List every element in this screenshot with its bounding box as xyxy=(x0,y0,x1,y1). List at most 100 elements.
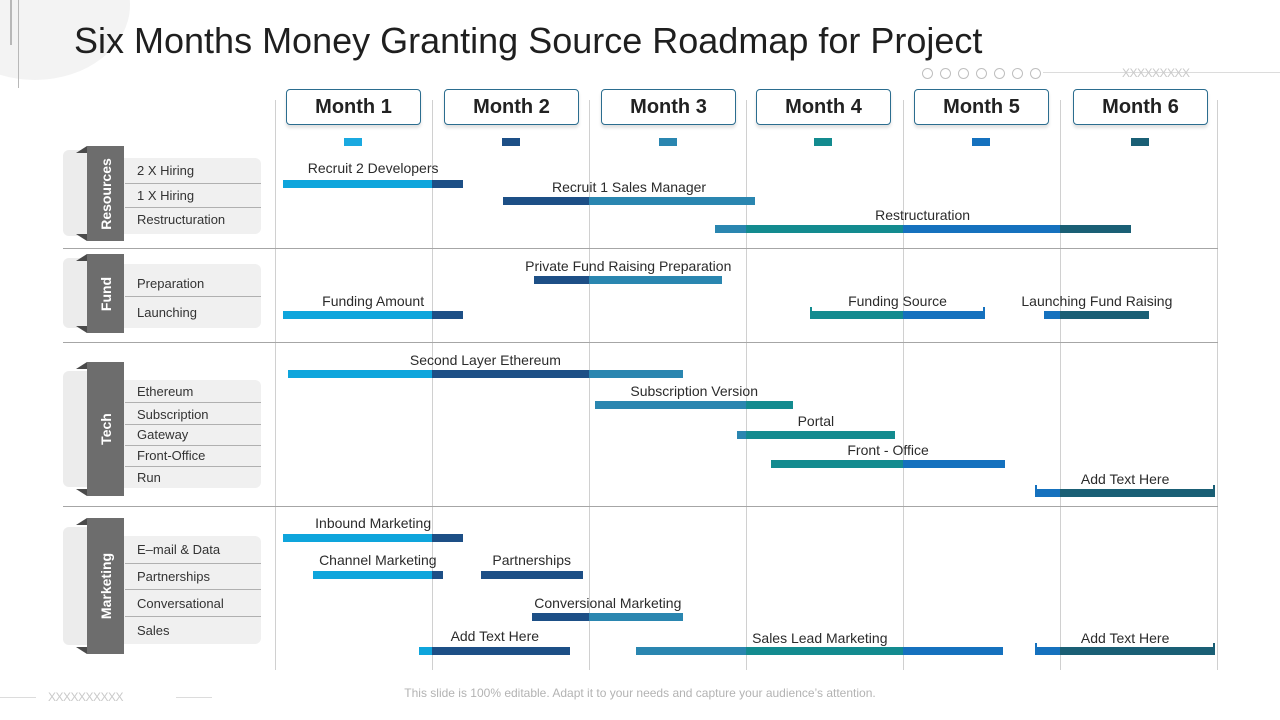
category-item: Restructuration xyxy=(137,212,226,227)
task-label: Restructuration xyxy=(875,207,971,223)
task-bar-segment xyxy=(810,311,903,319)
task-bar-segment xyxy=(1060,225,1131,233)
category-list-bg xyxy=(112,158,261,234)
task-bar-segment xyxy=(589,197,756,205)
fold-corner xyxy=(76,234,87,241)
item-divider xyxy=(125,563,261,564)
task-label: Subscription Version xyxy=(630,383,759,399)
task-bar-segment xyxy=(282,534,432,542)
month-marker xyxy=(1131,138,1149,146)
task-bar-segment xyxy=(432,311,464,319)
category-item: 2 X Hiring xyxy=(137,163,195,178)
task-bar-segment xyxy=(636,647,746,655)
corner-line xyxy=(10,0,12,45)
task-label: Channel Marketing xyxy=(319,552,437,568)
task-label: Conversional Marketing xyxy=(534,595,682,611)
month-marker xyxy=(344,138,362,146)
category-item: Launching xyxy=(137,305,197,320)
item-divider xyxy=(125,207,261,208)
category-item: 1 X Hiring xyxy=(137,188,195,203)
month-header: Month 5 xyxy=(914,89,1049,125)
task-bar-segment xyxy=(589,276,723,284)
task-bar-segment xyxy=(282,180,432,188)
grid-line xyxy=(432,100,433,670)
category-item: Sales xyxy=(137,623,170,638)
grid-line xyxy=(275,100,276,670)
fold-corner xyxy=(76,489,87,496)
category-item: Run xyxy=(137,470,161,485)
task-bar-segment xyxy=(534,276,589,284)
task-bar-segment xyxy=(746,647,903,655)
bar-end-bracket xyxy=(1034,485,1037,495)
month-marker xyxy=(814,138,832,146)
category-tab-resources: Resources xyxy=(87,146,124,241)
month-header: Month 3 xyxy=(601,89,736,125)
decorative-circles xyxy=(922,68,1041,79)
task-bar-segment xyxy=(480,571,583,579)
task-bar-segment xyxy=(1060,311,1150,319)
task-bar-segment xyxy=(746,225,903,233)
task-bar-segment xyxy=(502,197,589,205)
task-bar-segment xyxy=(1060,647,1216,655)
category-item: Subscription xyxy=(137,407,209,422)
category-item: Ethereum xyxy=(137,384,194,399)
task-bar-segment xyxy=(903,647,1004,655)
corner-line xyxy=(18,0,19,88)
grid-line xyxy=(589,100,590,670)
bar-end-bracket xyxy=(810,307,813,317)
task-bar-segment xyxy=(419,647,432,655)
item-divider xyxy=(125,424,261,425)
category-item: Front-Office xyxy=(137,448,206,463)
task-label: Front - Office xyxy=(847,442,929,458)
grid-line xyxy=(1060,100,1061,670)
footer-note: This slide is 100% editable. Adapt it to… xyxy=(404,686,876,700)
task-label: Second Layer Ethereum xyxy=(409,352,561,368)
month-header: Month 2 xyxy=(444,89,579,125)
task-bar-segment xyxy=(903,311,985,319)
task-label: Add Text Here xyxy=(1080,471,1170,487)
section-divider xyxy=(63,342,1218,343)
task-bar-segment xyxy=(746,431,896,439)
task-bar-segment xyxy=(1034,489,1060,497)
task-label: Sales Lead Marketing xyxy=(752,630,888,646)
grid-line xyxy=(1217,100,1218,670)
task-bar-segment xyxy=(432,370,589,378)
bar-end-bracket xyxy=(982,307,985,317)
task-bar-segment xyxy=(432,571,443,579)
fold-corner xyxy=(76,326,87,333)
grid-line xyxy=(903,100,904,670)
task-bar-segment xyxy=(287,370,432,378)
task-bar-segment xyxy=(1060,489,1216,497)
task-bar-segment xyxy=(589,613,684,621)
category-item: Partnerships xyxy=(137,569,210,584)
month-header: Month 4 xyxy=(756,89,891,125)
month-header: Month 1 xyxy=(286,89,421,125)
task-label: Add Text Here xyxy=(1080,630,1170,646)
item-divider xyxy=(125,589,261,590)
task-bar-segment xyxy=(1034,647,1060,655)
task-bar-segment xyxy=(432,180,464,188)
bar-end-bracket xyxy=(1213,643,1216,653)
item-divider xyxy=(125,183,261,184)
bar-end-bracket xyxy=(1034,643,1037,653)
task-label: Inbound Marketing xyxy=(315,515,432,531)
month-header: Month 6 xyxy=(1073,89,1208,125)
category-tab-marketing: Marketing xyxy=(87,518,124,654)
task-bar-segment xyxy=(903,460,1006,468)
task-label: Portal xyxy=(797,413,835,429)
item-divider xyxy=(125,402,261,403)
task-bar-segment xyxy=(432,534,464,542)
decorative-text: XXXXXXXXXX xyxy=(48,690,124,704)
item-divider xyxy=(125,616,261,617)
category-list-bg xyxy=(112,536,261,644)
item-divider xyxy=(125,296,261,297)
fold-corner xyxy=(76,362,87,369)
grid-line xyxy=(746,100,747,670)
task-label: Funding Amount xyxy=(322,293,425,309)
task-bar-segment xyxy=(714,225,746,233)
task-label: Launching Fund Raising xyxy=(1021,293,1173,309)
category-item: E–mail & Data xyxy=(137,542,221,557)
decorative-text: XXXXXXXXX xyxy=(1122,66,1190,80)
category-item: Conversational xyxy=(137,596,224,611)
